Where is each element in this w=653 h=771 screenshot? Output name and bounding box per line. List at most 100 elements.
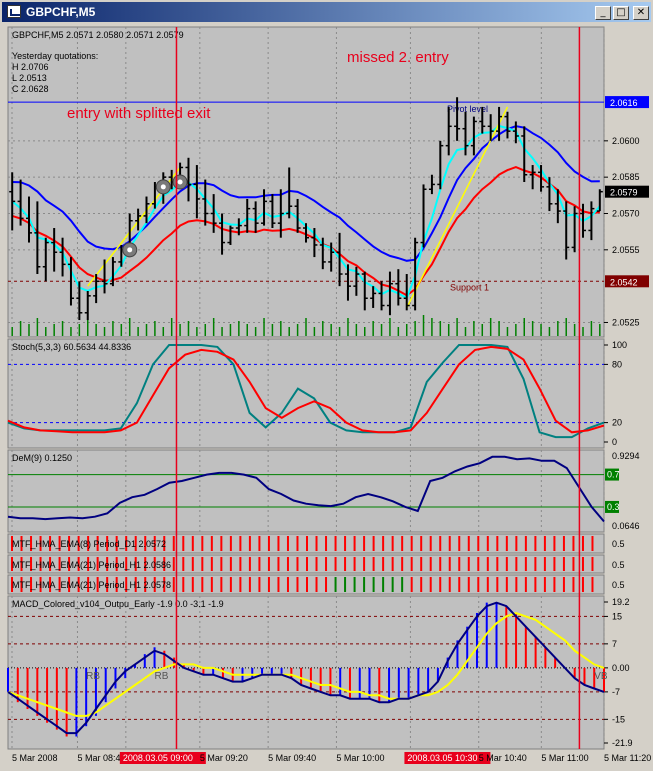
dem-tick-label: 0.0646 xyxy=(612,521,640,531)
ohlc-bar xyxy=(344,264,351,301)
x-tick-label: 5 Mar 10:40 xyxy=(479,753,527,763)
yesterday-low: L 2.0513 xyxy=(12,73,47,83)
ohlc-bar xyxy=(9,172,16,231)
x-tick-label: 5 Mar 11:00 xyxy=(541,753,588,763)
stoch-tick-label: 100 xyxy=(612,340,627,350)
ohlc-bar xyxy=(67,257,74,306)
ohlc-bar xyxy=(554,189,561,224)
ohlc-bar xyxy=(487,114,494,141)
ohlc-bar xyxy=(378,281,385,311)
ohlc-bar xyxy=(370,286,377,308)
yesterday-label: Yesterday quotations: xyxy=(12,51,98,61)
ohlc-bar xyxy=(17,179,24,226)
support-price: 2.0542 xyxy=(610,277,638,287)
ohlc-bar xyxy=(227,225,234,245)
y-tick-label: 2.0570 xyxy=(612,208,640,218)
entry-circle-dot xyxy=(127,247,133,253)
ohlc-bar xyxy=(244,198,251,233)
ohlc-bar xyxy=(546,177,553,212)
macd-tick-label: 15 xyxy=(612,611,622,621)
stoch-tick-label: 0 xyxy=(612,437,617,447)
ohlc-bar xyxy=(529,165,536,190)
ohlc-bar xyxy=(386,271,393,316)
x-tick-label: 5 Mar 10:00 xyxy=(336,753,384,763)
ohlc-bar xyxy=(185,157,192,202)
ohlc-bar xyxy=(571,206,578,253)
ohlc-bar xyxy=(202,179,209,226)
ohlc-bar xyxy=(84,290,91,321)
ohlc-bar xyxy=(59,237,66,277)
title-bar[interactable]: GBPCHF,M5 _ □ ✕ xyxy=(2,2,651,22)
ohlc-bar xyxy=(563,201,570,260)
panel-main xyxy=(7,26,605,338)
ohlc-bar xyxy=(336,232,343,287)
dem-level-box xyxy=(605,500,619,513)
pivot-price: 2.0616 xyxy=(610,98,638,108)
macd-tick-label: -7 xyxy=(612,687,620,697)
macd-label: MACD_Colored_v104_Outpu_Early -1.9 0.0 -… xyxy=(12,599,224,609)
yesterday-high: H 2.0706 xyxy=(12,62,49,72)
ohlc-bar xyxy=(294,198,301,233)
maximize-button[interactable]: □ xyxy=(613,6,629,20)
chart-icon xyxy=(7,5,21,18)
chart-area[interactable]: 2.0600 2.0585 2.0570 2.0555 2.0525 Pivot leve… xyxy=(0,24,653,771)
dem-level-box xyxy=(605,468,619,481)
dem-line xyxy=(7,455,605,523)
panel-macd xyxy=(7,595,605,750)
close-button[interactable]: ✕ xyxy=(633,6,649,20)
yesterday-close: C 2.0628 xyxy=(12,84,49,94)
ohlc-bar xyxy=(235,218,242,236)
ohlc-bar xyxy=(454,97,461,141)
macd-signal-line xyxy=(7,611,605,717)
ohlc-bar xyxy=(311,228,318,258)
ohlc-bar xyxy=(51,228,58,272)
x-tick-label-highlight: 2008.03.05 10:30 xyxy=(407,753,477,763)
x-tick-label: 5 Mar 08:40 xyxy=(77,753,125,763)
macd-annotation: RB xyxy=(86,671,100,682)
x-tick-highlight xyxy=(119,752,206,764)
ohlc-bar xyxy=(25,196,32,243)
ma-blue-line xyxy=(12,125,600,262)
stoch-signal-line xyxy=(7,345,605,434)
ohlc-bar xyxy=(512,121,519,144)
ohlc-bar xyxy=(42,237,49,282)
support-label: Support 1 xyxy=(450,282,489,292)
mtf-label: MTF_HMA_EMA(8) Period_D1 2.0572 xyxy=(12,539,166,549)
y-tick-label: 2.0555 xyxy=(612,245,640,255)
macd-tick-label: 0.00 xyxy=(612,663,630,673)
minimize-button[interactable]: _ xyxy=(595,6,611,20)
pivot-label: Pivot level xyxy=(447,104,488,114)
ohlc-bar xyxy=(521,126,528,182)
ohlc-bar xyxy=(588,201,595,241)
pivot-price-box xyxy=(605,96,649,109)
panel-dem xyxy=(7,449,605,533)
entry-circle-dot xyxy=(177,179,183,185)
ohlc-bar xyxy=(470,116,477,156)
dem-label: DeM(9) 0.1250 xyxy=(12,453,72,463)
x-tick-label: 5 Mar 2008 xyxy=(12,753,58,763)
ohlc-bar xyxy=(420,184,427,248)
entry-circle-dot xyxy=(160,184,166,190)
ohlc-bar xyxy=(109,257,116,287)
ohlc-bar xyxy=(261,189,268,226)
price-axis xyxy=(605,27,653,749)
current-price-box xyxy=(605,185,649,198)
macd-annotation: VB xyxy=(594,671,608,682)
ohlc-bar xyxy=(580,203,587,238)
ohlc-bar xyxy=(462,111,469,156)
ohlc-bar xyxy=(504,111,511,139)
ohlc-bar xyxy=(596,189,603,212)
ohlc-bar xyxy=(496,106,503,141)
x-tick-label: 5 Mar 09:40 xyxy=(268,753,316,763)
ohlc-bar xyxy=(395,269,402,306)
ohlc-bar xyxy=(286,167,293,219)
ohlc-bar xyxy=(328,242,335,272)
annotation-missed-entry: missed 2. entry xyxy=(347,49,449,66)
dem-tick-label: 0.9294 xyxy=(612,451,640,461)
ohlc-bar xyxy=(277,189,284,238)
ohlc-bar xyxy=(143,196,150,224)
stoch-tick-label: 20 xyxy=(612,418,622,428)
ohlc-bar xyxy=(353,266,360,296)
ohlc-bar xyxy=(269,194,276,229)
ohlc-bar xyxy=(403,274,410,311)
